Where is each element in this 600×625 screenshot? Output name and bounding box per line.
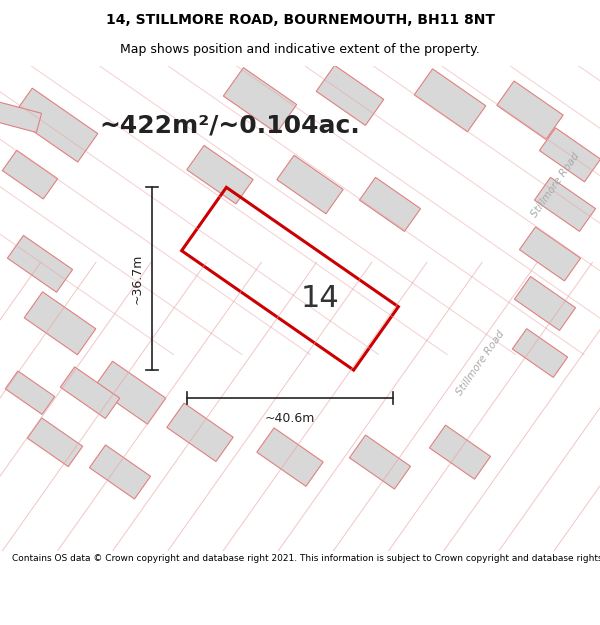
Polygon shape [167, 403, 233, 461]
Polygon shape [539, 128, 600, 182]
Polygon shape [430, 425, 491, 479]
Polygon shape [277, 156, 343, 214]
Polygon shape [514, 276, 575, 331]
Text: Stillmore Road: Stillmore Road [529, 151, 581, 219]
Polygon shape [5, 371, 55, 414]
Polygon shape [89, 445, 151, 499]
Polygon shape [520, 227, 581, 281]
Polygon shape [497, 81, 563, 139]
Polygon shape [187, 146, 253, 204]
Text: 14: 14 [301, 284, 340, 313]
Polygon shape [61, 367, 119, 419]
Text: Map shows position and indicative extent of the property.: Map shows position and indicative extent… [120, 42, 480, 56]
Polygon shape [316, 66, 384, 126]
Text: 14, STILLMORE ROAD, BOURNEMOUTH, BH11 8NT: 14, STILLMORE ROAD, BOURNEMOUTH, BH11 8N… [106, 12, 494, 27]
Polygon shape [349, 435, 410, 489]
Text: Stillmore Road: Stillmore Road [454, 329, 506, 397]
Polygon shape [28, 418, 83, 467]
Polygon shape [24, 292, 96, 355]
Polygon shape [359, 177, 421, 231]
Polygon shape [414, 69, 486, 132]
Text: Contains OS data © Crown copyright and database right 2021. This information is : Contains OS data © Crown copyright and d… [12, 554, 600, 563]
Text: ~36.7m: ~36.7m [131, 254, 143, 304]
Polygon shape [7, 236, 73, 292]
Polygon shape [535, 177, 596, 231]
Polygon shape [0, 98, 41, 132]
Polygon shape [223, 68, 296, 133]
Polygon shape [512, 329, 568, 378]
Text: ~422m²/~0.104ac.: ~422m²/~0.104ac. [100, 113, 361, 137]
Polygon shape [2, 150, 58, 199]
Text: ~40.6m: ~40.6m [265, 412, 315, 424]
Polygon shape [94, 361, 166, 424]
Polygon shape [257, 428, 323, 486]
Polygon shape [12, 88, 98, 162]
